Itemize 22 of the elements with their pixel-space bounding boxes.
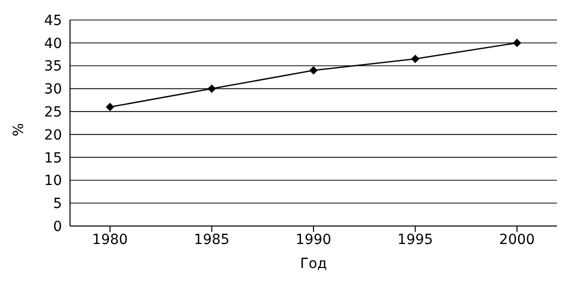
x-tick-label: 2000 xyxy=(499,232,535,248)
y-tick-label: 0 xyxy=(53,218,62,235)
y-tick-label: 5 xyxy=(53,196,62,212)
point xyxy=(106,102,114,111)
point xyxy=(513,38,521,47)
point xyxy=(208,84,216,93)
y-tick-label: 10 xyxy=(44,173,62,190)
x-tick-label: 1995 xyxy=(397,232,434,248)
x-tick-label: 1980 xyxy=(92,232,128,248)
y-tick-label: 20 xyxy=(44,127,62,144)
point xyxy=(411,54,420,63)
y-axis-title: % xyxy=(10,123,27,136)
y-tick-label: 30 xyxy=(44,82,62,98)
point xyxy=(310,66,318,74)
y-tick-label: 35 xyxy=(44,58,62,75)
y-tick-label: 45 xyxy=(44,12,62,29)
x-tick-label: 1990 xyxy=(296,232,332,248)
y-tick-label: 15 xyxy=(44,150,62,166)
y-tick-label: 25 xyxy=(44,104,62,121)
y-tick-label: 40 xyxy=(44,36,62,52)
x-axis-title: Год xyxy=(300,256,327,272)
x-tick-label: 1985 xyxy=(194,232,230,248)
